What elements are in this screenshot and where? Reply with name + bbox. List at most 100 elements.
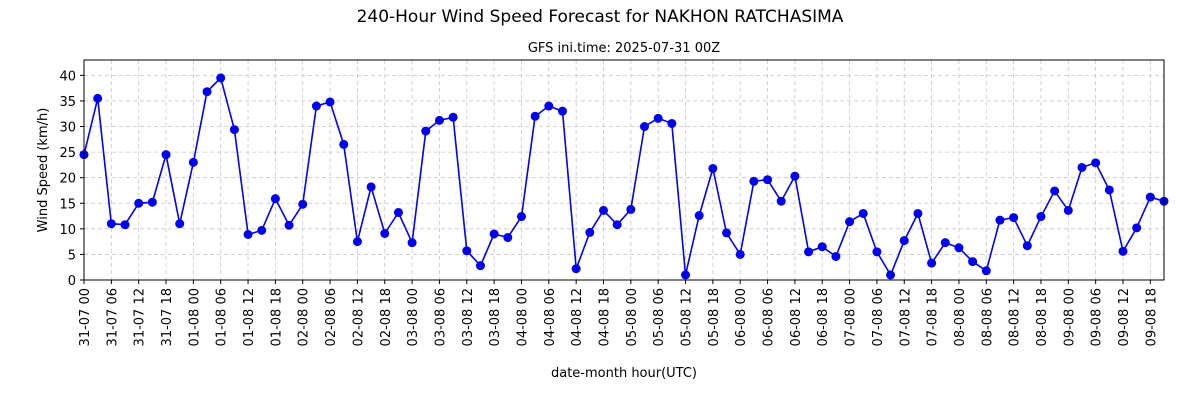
data-point xyxy=(1063,205,1073,215)
data-point xyxy=(161,150,171,160)
x-tick-label: 07-08 06 xyxy=(871,288,886,346)
x-tick-label: 08-08 18 xyxy=(1035,288,1050,346)
x-tick-label: 07-08 18 xyxy=(926,288,941,346)
x-tick-label: 31-07 18 xyxy=(160,288,175,346)
data-point xyxy=(571,264,581,274)
data-point xyxy=(106,219,116,229)
data-point xyxy=(243,229,253,239)
data-point xyxy=(598,205,608,215)
data-point xyxy=(708,163,718,173)
data-point xyxy=(147,197,157,207)
x-tick-label: 03-08 18 xyxy=(488,288,503,346)
x-tick-label: 31-07 12 xyxy=(133,288,148,346)
x-tick-label: 01-08 00 xyxy=(187,288,202,346)
x-tick-label: 09-08 00 xyxy=(1062,288,1077,346)
data-point xyxy=(626,204,636,214)
data-point xyxy=(257,225,267,235)
data-point xyxy=(790,171,800,181)
y-tick-label: 35 xyxy=(59,95,76,110)
data-point xyxy=(886,270,896,280)
data-point xyxy=(653,113,663,123)
data-point xyxy=(981,266,991,276)
x-tick-label: 06-08 12 xyxy=(789,288,804,346)
x-tick-label: 02-08 18 xyxy=(379,288,394,346)
y-tick-label: 0 xyxy=(68,274,76,289)
x-tick-label: 06-08 00 xyxy=(734,288,749,346)
x-tick-label: 05-08 18 xyxy=(707,288,722,346)
data-point xyxy=(927,258,937,268)
data-point xyxy=(448,112,458,122)
data-point xyxy=(968,257,978,267)
x-tick-label: 03-08 12 xyxy=(461,288,476,346)
data-point xyxy=(804,247,814,257)
data-point xyxy=(763,175,773,185)
data-point xyxy=(557,106,567,116)
data-point xyxy=(735,249,745,259)
data-point xyxy=(366,182,376,192)
x-tick-label: 01-08 18 xyxy=(269,288,284,346)
chart-subtitle: GFS ini.time: 2025-07-31 00Z xyxy=(528,41,720,56)
y-tick-label: 20 xyxy=(59,172,76,187)
data-point xyxy=(216,73,226,83)
data-point xyxy=(1104,185,1114,195)
data-point xyxy=(640,122,650,132)
y-axis-ticks: 0 5 10 15 20 25 30 35 40 xyxy=(59,69,84,289)
y-tick-label: 15 xyxy=(59,197,76,212)
data-point xyxy=(134,198,144,208)
data-point xyxy=(229,125,239,135)
x-tick-label: 08-08 00 xyxy=(953,288,968,346)
data-point xyxy=(776,196,786,206)
x-tick-label: 04-08 06 xyxy=(543,288,558,346)
x-tick-label: 09-08 18 xyxy=(1144,288,1159,346)
data-point xyxy=(722,228,732,238)
data-point xyxy=(339,139,349,149)
data-point xyxy=(667,118,677,128)
data-point xyxy=(1022,241,1032,251)
data-point xyxy=(1009,213,1019,223)
x-tick-label: 31-07 06 xyxy=(105,288,120,346)
data-point xyxy=(681,270,691,280)
series-line xyxy=(83,76,1165,277)
data-point xyxy=(503,233,513,243)
data-point xyxy=(940,238,950,248)
data-point xyxy=(311,101,321,111)
x-tick-label: 07-08 12 xyxy=(898,288,913,346)
data-point xyxy=(612,220,622,230)
x-tick-label: 02-08 06 xyxy=(324,288,339,346)
x-tick-label: 02-08 00 xyxy=(297,288,312,346)
data-point xyxy=(694,211,704,221)
data-point xyxy=(352,237,362,247)
x-tick-label: 03-08 00 xyxy=(406,288,421,346)
data-point xyxy=(284,220,294,230)
data-point xyxy=(1077,162,1087,172)
x-tick-label: 04-08 00 xyxy=(515,288,530,346)
x-axis-label: date-month hour(UTC) xyxy=(551,366,697,381)
x-tick-label: 09-08 12 xyxy=(1117,288,1132,346)
x-tick-label: 01-08 12 xyxy=(242,288,257,346)
y-tick-label: 40 xyxy=(59,69,76,84)
x-tick-label: 08-08 06 xyxy=(980,288,995,346)
data-point xyxy=(1132,223,1142,233)
x-tick-label: 05-08 12 xyxy=(680,288,695,346)
data-point xyxy=(516,212,526,222)
y-tick-label: 25 xyxy=(59,146,76,161)
data-point xyxy=(1145,192,1155,202)
series-wind-speed xyxy=(79,73,1169,280)
data-point xyxy=(202,87,212,97)
data-point xyxy=(845,217,855,227)
data-point xyxy=(393,207,403,217)
data-point xyxy=(489,229,499,239)
data-point xyxy=(175,219,185,229)
data-point xyxy=(544,101,554,111)
data-point xyxy=(298,199,308,209)
grid xyxy=(83,60,1164,281)
data-point xyxy=(120,220,130,230)
x-tick-label: 04-08 18 xyxy=(597,288,612,346)
data-point xyxy=(462,246,472,256)
x-tick-label: 01-08 06 xyxy=(215,288,230,346)
data-point xyxy=(475,261,485,271)
y-tick-label: 10 xyxy=(59,223,76,238)
data-point xyxy=(585,227,595,237)
x-tick-label: 09-08 06 xyxy=(1090,288,1105,346)
